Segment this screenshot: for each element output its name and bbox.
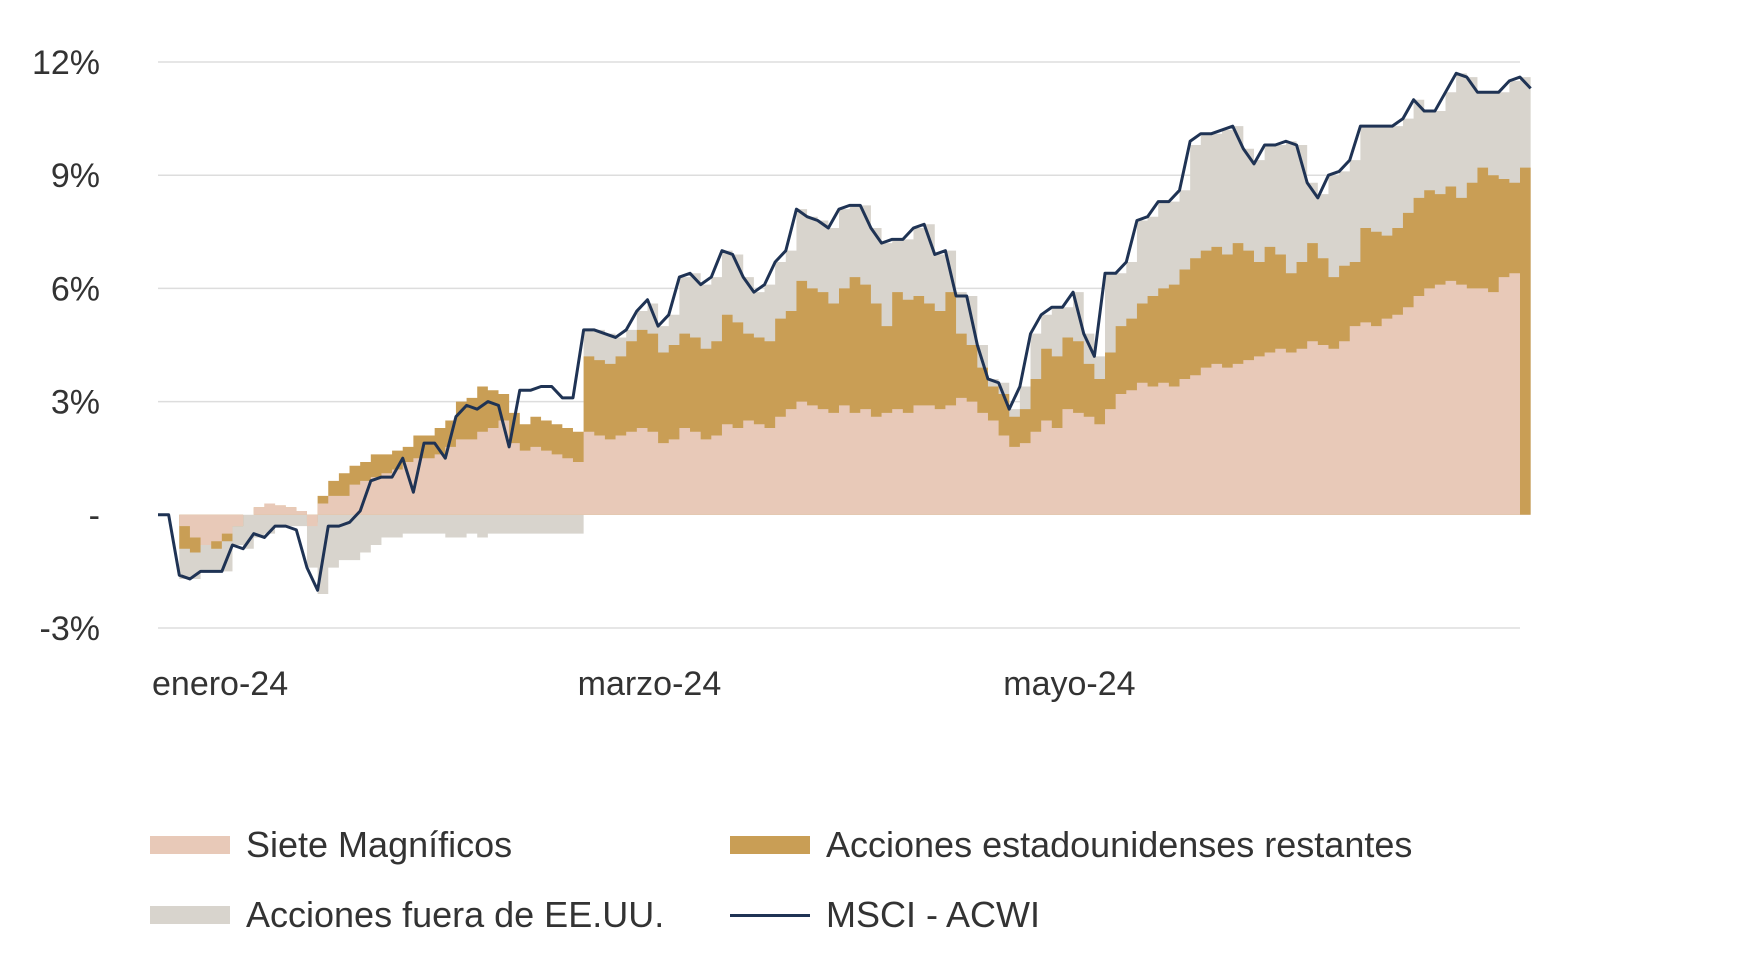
y-tick-label-3: 3% bbox=[51, 384, 100, 422]
y-tick-label-4: - bbox=[89, 497, 100, 535]
legend-label: Acciones fuera de EE.UU. bbox=[246, 894, 665, 935]
y-tick-label-0: 12% bbox=[32, 44, 100, 82]
x-axis-ticks: enero-24 marzo-24 mayo-24 bbox=[152, 665, 1136, 703]
chart-legend: Siete Magníficos Acciones estadounidense… bbox=[150, 820, 1550, 960]
legend-item-acciones-fuera: Acciones fuera de EE.UU. bbox=[150, 890, 664, 940]
legend-item-siete-magnificos: Siete Magníficos bbox=[150, 820, 512, 870]
area-series-0 bbox=[158, 273, 1520, 545]
legend-line-msci-acwi bbox=[730, 913, 810, 917]
y-tick-label-5: -3% bbox=[40, 610, 100, 648]
legend-label: Acciones estadounidenses restantes bbox=[826, 824, 1413, 865]
y-tick-label-2: 6% bbox=[51, 270, 100, 308]
line-series-group bbox=[158, 71, 1532, 592]
area-series-group bbox=[158, 73, 1531, 595]
x-tick-label-2: mayo-24 bbox=[1003, 665, 1135, 703]
line-series-msci-acwi bbox=[158, 71, 1532, 592]
chart-canvas: 12% 9% 6% 3% - -3% enero-24 marzo-24 mayo-24 bbox=[32, 44, 1532, 703]
legend-item-acciones-estadounidenses: Acciones estadounidenses restantes bbox=[730, 820, 1412, 870]
x-tick-label-0: enero-24 bbox=[152, 665, 288, 703]
y-axis-ticks: 12% 9% 6% 3% - -3% bbox=[32, 44, 100, 648]
legend-label: Siete Magníficos bbox=[246, 824, 513, 865]
x-tick-label-1: marzo-24 bbox=[578, 665, 722, 703]
legend-swatch-siete-magnificos bbox=[150, 836, 230, 854]
legend-swatch-acciones-estadounidenses bbox=[730, 836, 810, 854]
legend-item-msci-acwi: MSCI - ACWI bbox=[730, 890, 1040, 940]
legend-label: MSCI - ACWI bbox=[826, 894, 1040, 935]
y-tick-label-1: 9% bbox=[51, 157, 100, 195]
legend-swatch-acciones-fuera bbox=[150, 906, 230, 924]
